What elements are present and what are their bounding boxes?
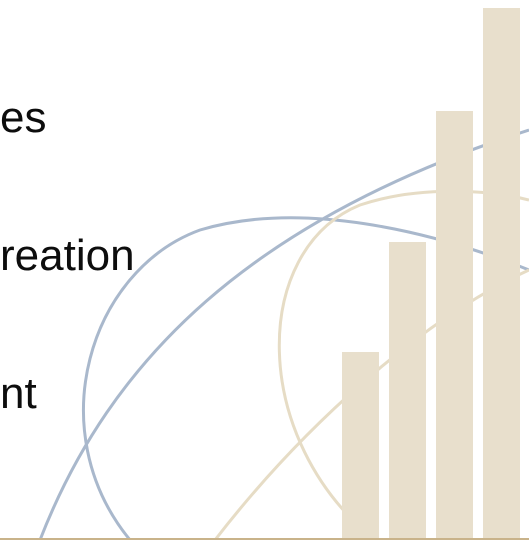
bullet-text-1: es (0, 93, 47, 142)
bottom-rule (0, 538, 529, 540)
decor-arc-blue-1 (38, 128, 529, 540)
decor-bar-4 (483, 8, 520, 540)
decor-bar-3 (436, 111, 473, 540)
bullet-text-2: reation (0, 231, 135, 280)
bullet-text-3: nt (0, 369, 37, 418)
decor-bar-2 (389, 242, 426, 540)
decor-bar-1 (342, 352, 379, 540)
decor-arc-blue-2 (82, 216, 529, 540)
